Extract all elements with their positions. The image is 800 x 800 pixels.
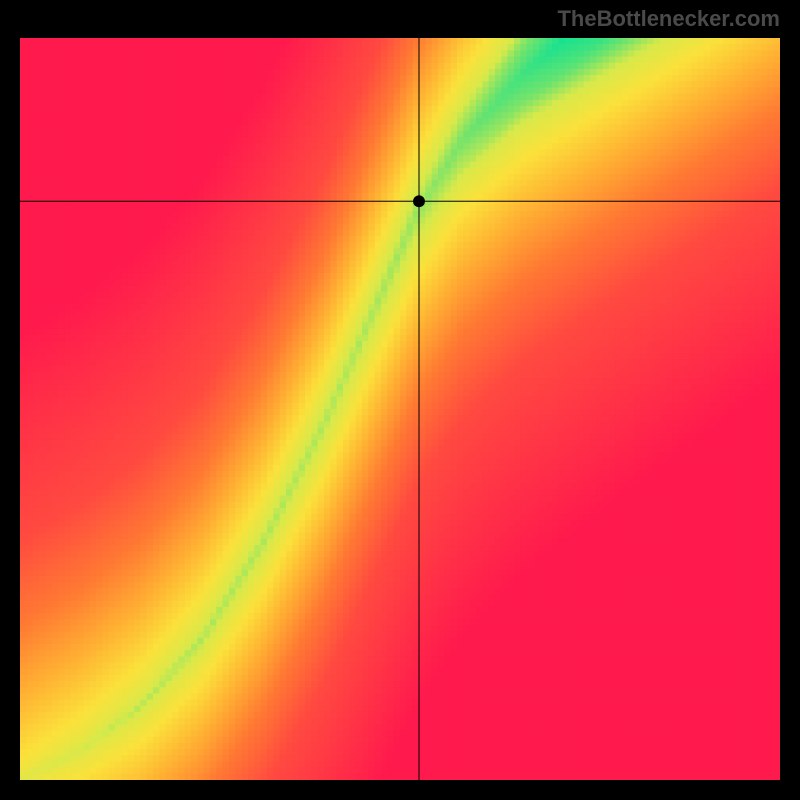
heatmap-canvas <box>20 38 780 780</box>
bottleneck-heatmap <box>20 38 780 780</box>
attribution-text: TheBottlenecker.com <box>557 6 780 32</box>
